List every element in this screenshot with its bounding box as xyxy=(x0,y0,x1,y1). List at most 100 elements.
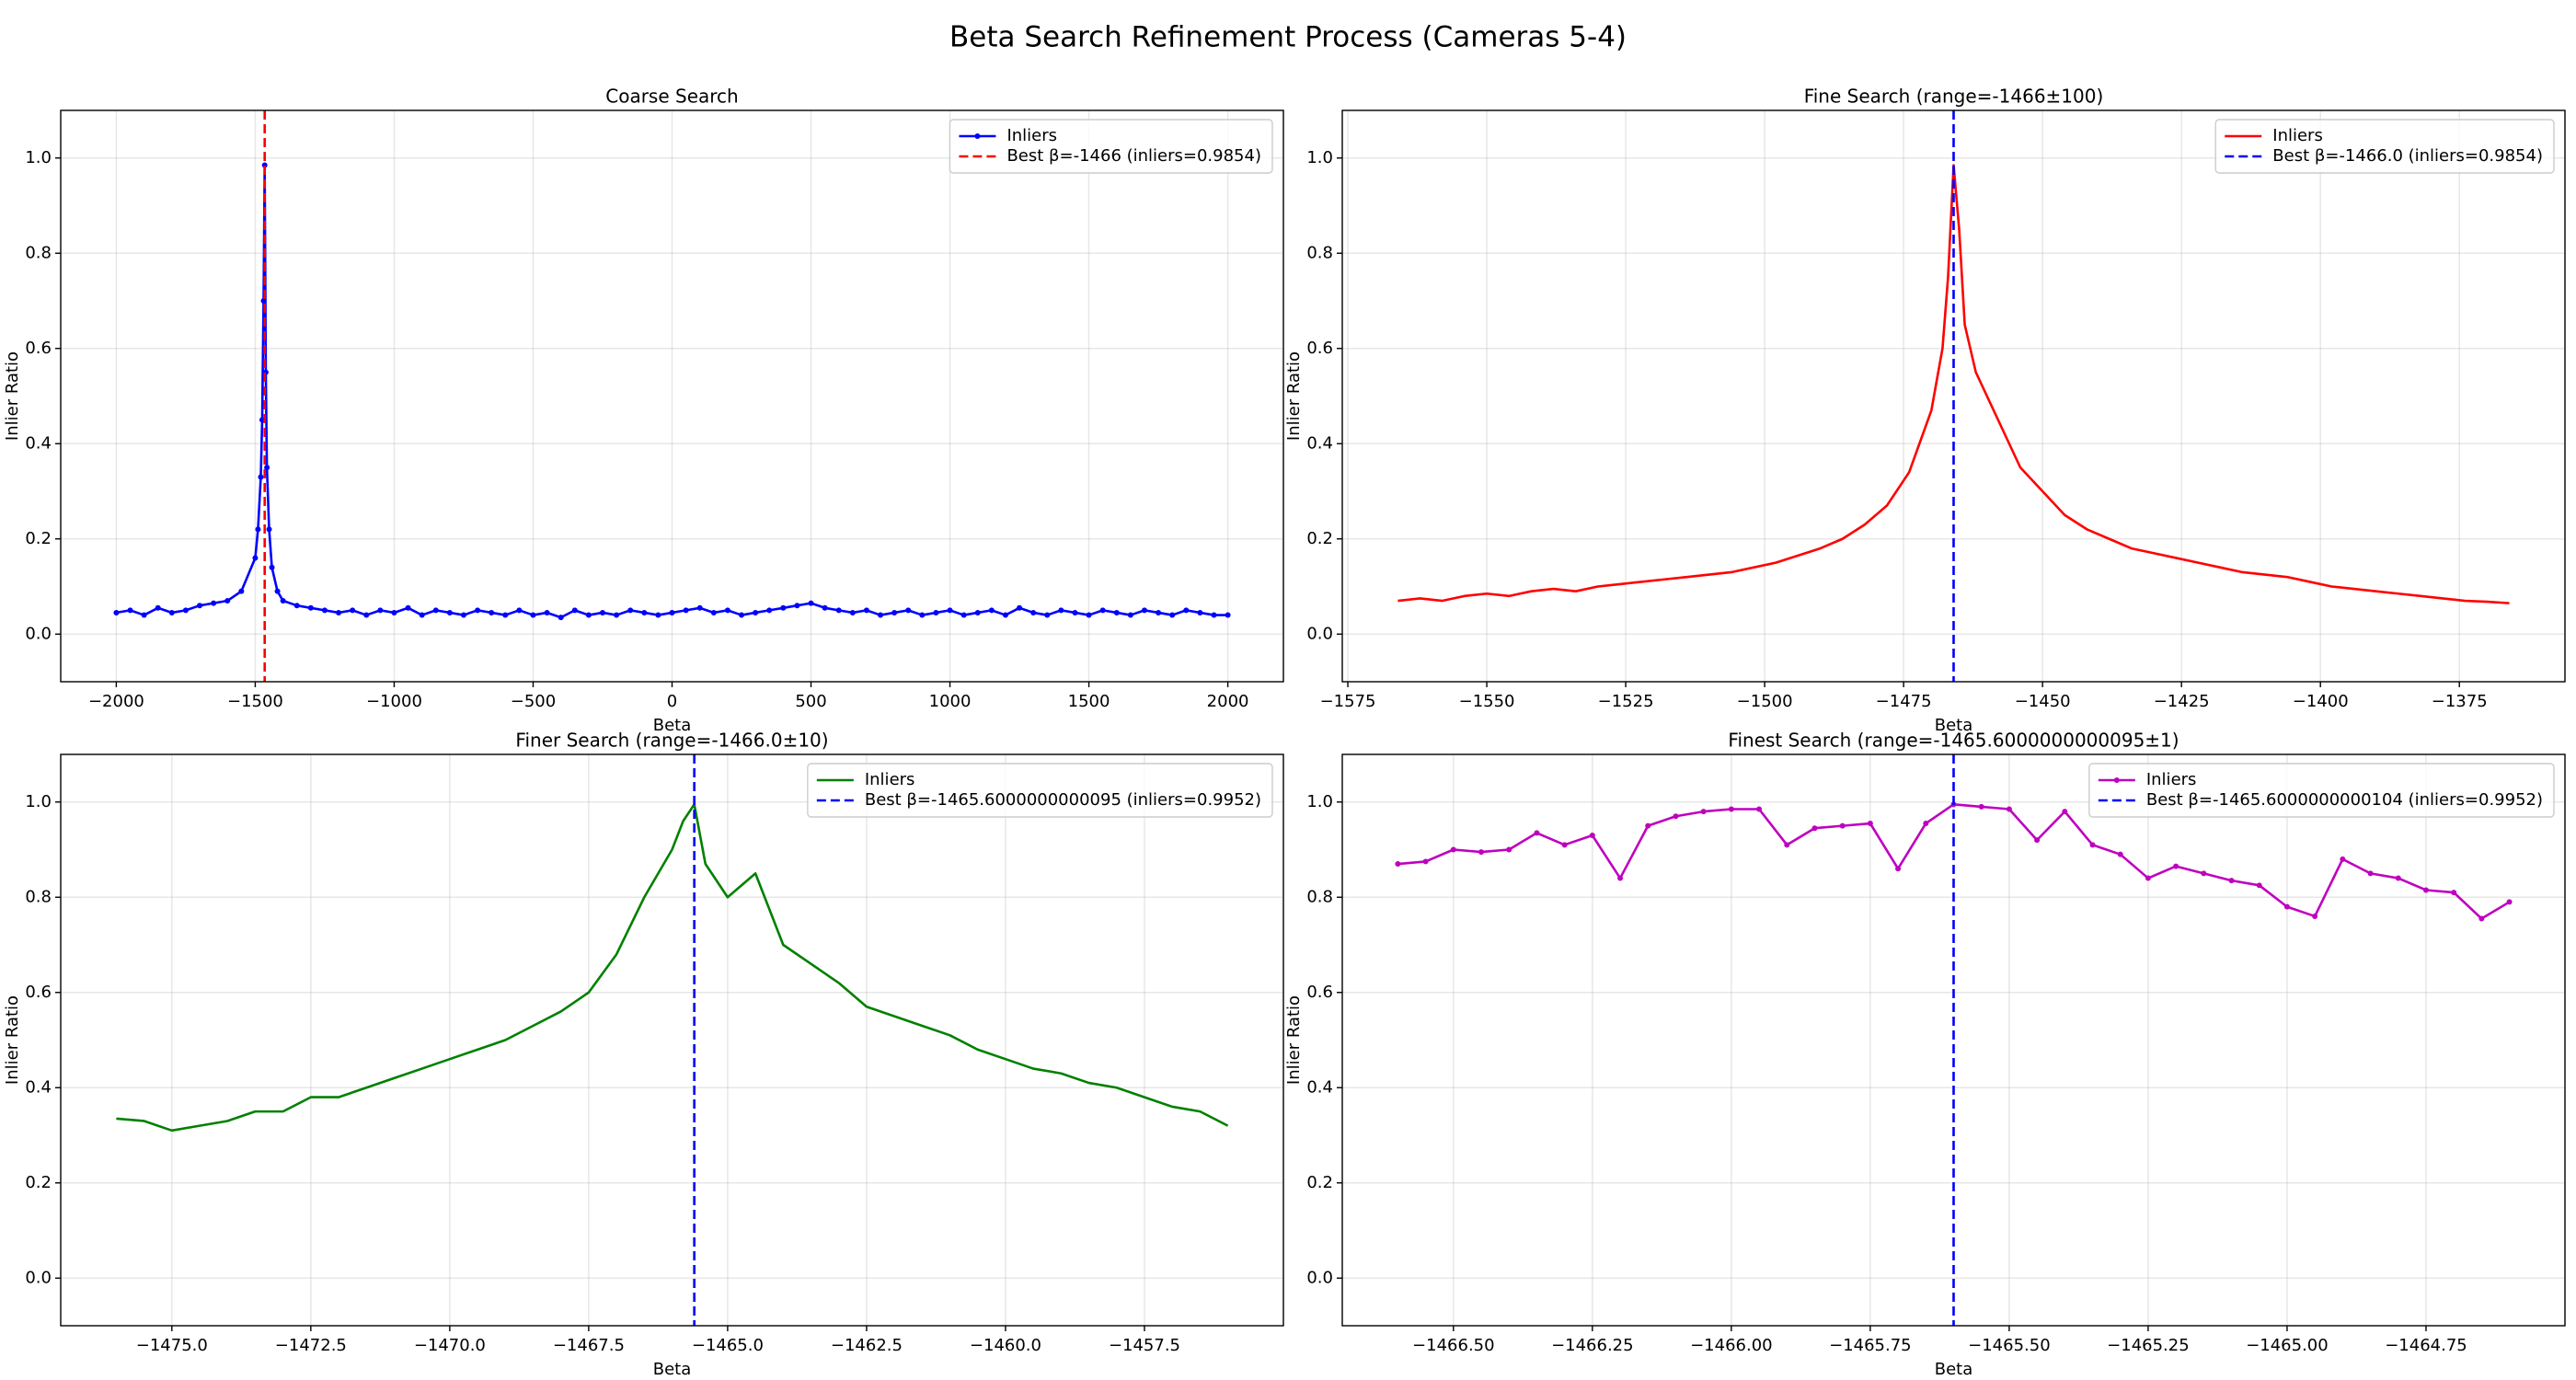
series-marker xyxy=(2283,903,2290,910)
series-marker xyxy=(683,607,689,614)
x-tick-label: −1466.00 xyxy=(1690,1336,1773,1355)
figure-title: Beta Search Refinement Process (Cameras … xyxy=(949,21,1627,54)
series-marker xyxy=(155,604,161,611)
subplot: 0.0 0.2 0.4 0.6 0.8 1.0 −1475.0 −1472.5 −1470.0 −… xyxy=(3,730,1284,1379)
series-marker xyxy=(405,604,411,611)
series-marker xyxy=(1197,609,1203,615)
x-tick-label: −1472.5 xyxy=(275,1336,347,1355)
series-marker xyxy=(1895,866,1902,872)
series-marker xyxy=(211,600,217,606)
y-tick-label: 0.2 xyxy=(1306,529,1333,548)
series-marker xyxy=(1017,604,1023,611)
y-tick-label: 0.4 xyxy=(25,1077,52,1097)
series-marker xyxy=(419,612,425,618)
series-marker xyxy=(293,603,300,609)
y-tick-label: 0.8 xyxy=(25,887,52,906)
series-marker xyxy=(2228,878,2235,884)
x-tick-label: −1400 xyxy=(2293,692,2349,711)
x-tick-label: −2000 xyxy=(88,692,144,711)
x-tick-label: −1460.0 xyxy=(970,1336,1041,1355)
series-marker xyxy=(2173,863,2179,869)
x-tick-label: −1500 xyxy=(227,692,283,711)
series-marker xyxy=(1478,849,1485,856)
y-tick-label: 1.0 xyxy=(25,792,52,811)
axes-frame xyxy=(1341,109,2566,683)
series-marker xyxy=(696,604,703,611)
series-marker xyxy=(1030,609,1037,615)
series-marker xyxy=(1086,612,1092,618)
legend-frame xyxy=(949,119,1273,174)
series-marker xyxy=(2422,887,2429,893)
subplot: 0.0 0.2 0.4 0.6 0.8 1.0 −2000 −1500 −1000 −500 0 50… xyxy=(3,86,1284,735)
subplot-title: Coarse Search xyxy=(605,86,738,108)
series-marker xyxy=(1183,607,1190,614)
series-marker xyxy=(2395,875,2401,881)
y-tick-label: 0.8 xyxy=(25,243,52,262)
series-marker xyxy=(432,607,439,614)
series-marker xyxy=(1561,842,1568,848)
x-tick-label: 500 xyxy=(795,692,826,711)
series-marker xyxy=(933,609,939,615)
subplot: 0.0 0.2 0.4 0.6 0.8 1.0 −1466.50 −1466.25 −1466.… xyxy=(1284,730,2566,1379)
series-marker xyxy=(960,612,967,618)
series-marker xyxy=(655,612,661,618)
y-tick-label: 0.0 xyxy=(1306,1268,1333,1287)
series-marker xyxy=(260,298,267,304)
x-tick-label: −1470.0 xyxy=(414,1336,486,1355)
series-marker xyxy=(878,612,884,618)
y-tick-label: 0.4 xyxy=(1306,433,1333,453)
series-marker xyxy=(2089,842,2096,848)
series-marker xyxy=(2201,870,2207,877)
series-marker xyxy=(2145,875,2151,881)
series-marker xyxy=(446,609,453,615)
series-marker xyxy=(502,612,509,618)
x-tick-label: 0 xyxy=(667,692,677,711)
series-marker xyxy=(1044,612,1051,618)
series-marker xyxy=(363,612,370,618)
subplot-title: Fine Search (range=-1466±100) xyxy=(1804,86,2104,108)
y-axis-label: Inlier Ratio xyxy=(3,351,22,441)
series-marker xyxy=(766,607,773,614)
series-marker xyxy=(1811,825,1818,832)
series-marker xyxy=(127,607,133,614)
y-tick-label: 0.0 xyxy=(25,1268,52,1287)
series-marker xyxy=(2312,913,2318,919)
y-tick-label: 0.8 xyxy=(1306,243,1333,262)
series-marker xyxy=(905,607,912,614)
series-marker xyxy=(1589,832,1595,838)
series-marker xyxy=(2256,882,2262,889)
y-tick-label: 0.6 xyxy=(1306,983,1333,1002)
series-marker xyxy=(238,588,245,594)
legend-label: Best β=-1465.6000000000095 (inliers=0.99… xyxy=(865,790,1261,810)
series-marker xyxy=(516,607,523,614)
legend-label: Inliers xyxy=(1006,126,1057,145)
series-marker xyxy=(739,612,745,618)
series-marker xyxy=(264,465,270,471)
x-tick-label: −1475 xyxy=(1876,692,1932,711)
series-marker xyxy=(489,609,495,615)
x-tick-label: −1462.5 xyxy=(831,1336,903,1355)
series-marker xyxy=(599,609,605,615)
x-tick-label: −500 xyxy=(511,692,556,711)
series-marker xyxy=(947,607,953,614)
series-marker xyxy=(1923,821,1929,827)
series-marker xyxy=(1450,846,1456,853)
series-marker xyxy=(1169,612,1176,618)
series-marker xyxy=(1422,858,1429,865)
series-marker xyxy=(974,609,981,615)
series-marker xyxy=(2034,837,2041,844)
y-tick-label: 1.0 xyxy=(1306,792,1333,811)
series-marker xyxy=(753,609,759,615)
series-marker xyxy=(614,612,620,618)
series-marker xyxy=(1211,612,1217,618)
series-marker xyxy=(1072,609,1078,615)
x-tick-label: 1000 xyxy=(929,692,972,711)
y-tick-label: 0.8 xyxy=(1306,887,1333,906)
x-tick-label: −1550 xyxy=(1459,692,1515,711)
series-marker xyxy=(988,607,995,614)
axes-frame xyxy=(60,109,1284,683)
y-tick-label: 0.4 xyxy=(1306,1077,1333,1097)
